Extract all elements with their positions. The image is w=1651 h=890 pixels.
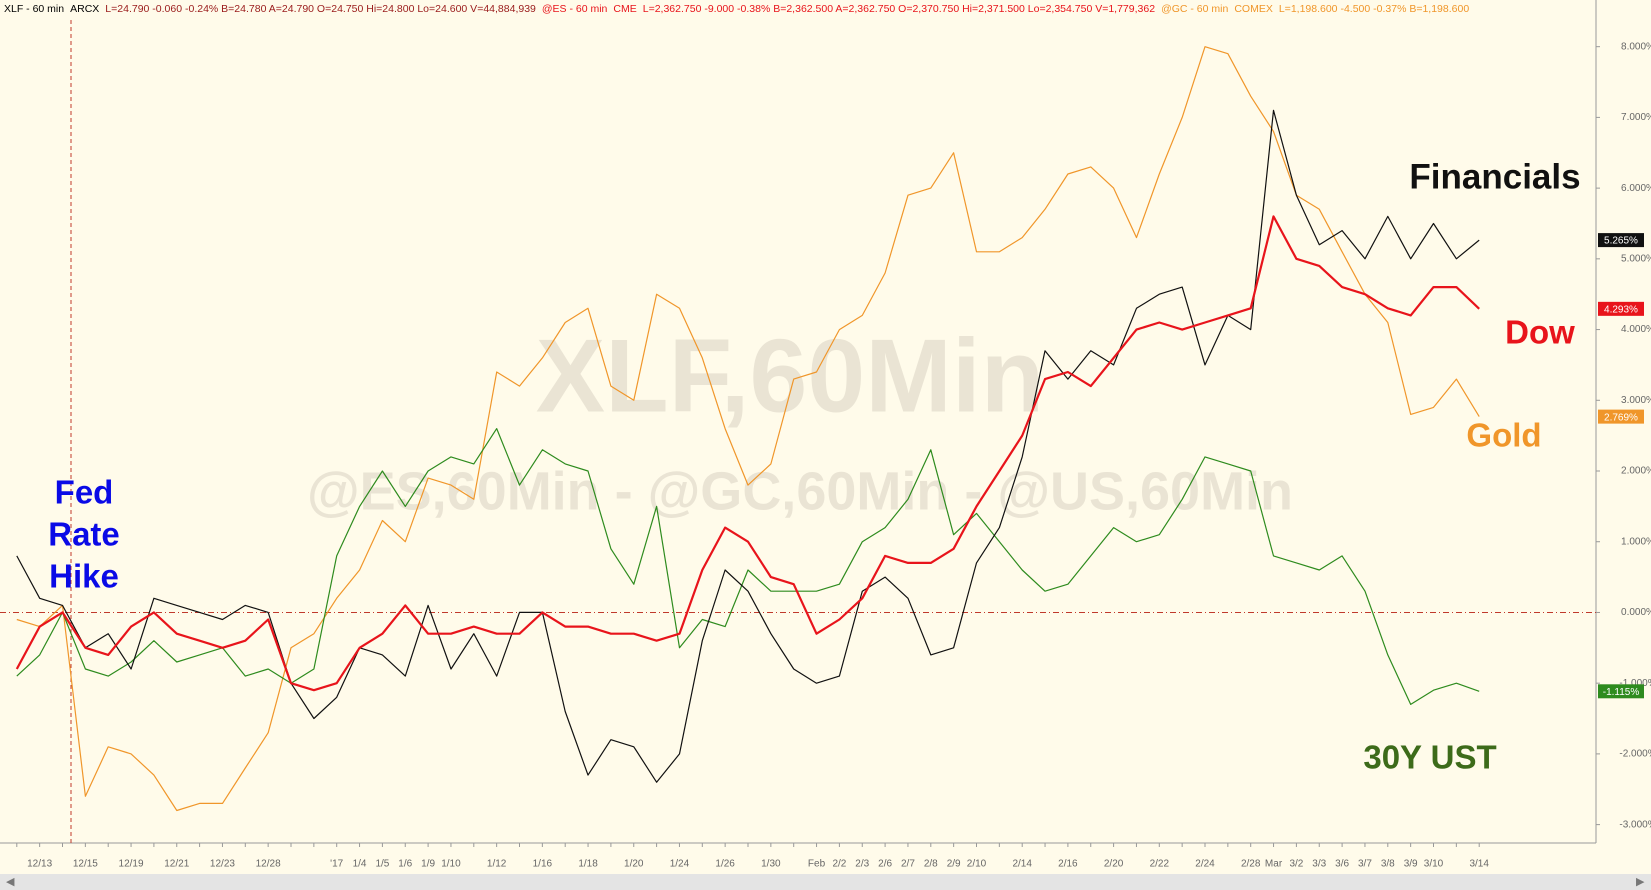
x-tick-label: 2/8 (924, 859, 938, 870)
y-tick-label: 1.000% (1621, 536, 1651, 547)
header-item: XLF - 60 min (4, 3, 64, 15)
header-item: @GC - 60 min (1161, 3, 1228, 15)
series-line (15, 215, 1480, 692)
x-tick-label: 1/30 (761, 859, 781, 870)
x-tick-label: 1/9 (421, 859, 435, 870)
series-label: 30Y UST (1363, 739, 1496, 776)
x-tick-label: 3/3 (1312, 859, 1326, 870)
x-tick-label: 12/15 (73, 859, 98, 870)
x-tick-label: 3/9 (1404, 859, 1418, 870)
x-tick-label: 2/6 (878, 859, 892, 870)
x-tick-label: 1/26 (715, 859, 735, 870)
y-tick-label: -1.000% (1619, 678, 1651, 689)
header-item: L=2,362.750 -9.000 -0.38% B=2,362.500 A=… (643, 3, 1155, 15)
x-tick-label: 2/2 (832, 859, 846, 870)
value-tag-label: -1.115% (1603, 687, 1640, 698)
value-tag-label: 5.265% (1604, 236, 1638, 247)
value-tag-label: 2.769% (1604, 412, 1638, 423)
y-tick-label: -3.000% (1619, 819, 1651, 830)
x-tick-label: 3/8 (1381, 859, 1395, 870)
value-tag (1598, 233, 1644, 248)
x-tick-label: 1/10 (441, 859, 461, 870)
series-label: Financials (1409, 157, 1580, 196)
annotation: Fed (55, 474, 114, 511)
x-tick-label: 3/2 (1289, 859, 1303, 870)
x-tick-label: 2/9 (947, 859, 961, 870)
x-tick-label: 2/24 (1195, 859, 1215, 870)
series-label: Dow (1505, 314, 1575, 351)
x-tick-label: 2/3 (855, 859, 869, 870)
header: XLF - 60 min ARCX L=24.790 -0.060 -0.24% B… (4, 3, 1469, 15)
watermarks: XLF,60Min @ES,60Min - @GC,60Min - @US,60M… (307, 318, 1293, 521)
x-tick-label: 3/7 (1358, 859, 1372, 870)
scroll-right[interactable]: ▶ (1636, 876, 1645, 888)
x-tick-label: Feb (808, 859, 826, 870)
value-tag (1598, 409, 1644, 424)
watermark: XLF,60Min (536, 318, 1045, 434)
x-tick-label: '17 (330, 859, 343, 870)
x-tick-label: 2/22 (1150, 859, 1170, 870)
x-tick-label: 2/16 (1058, 859, 1078, 870)
x-tick-label: 3/14 (1469, 859, 1489, 870)
x-tick-label: 1/12 (487, 859, 507, 870)
annotation: Rate (48, 516, 120, 553)
y-tick-label: 4.000% (1621, 324, 1651, 335)
x-tick-label: 12/23 (210, 859, 235, 870)
header-item: L=24.790 -0.060 -0.24% B=24.780 A=24.790… (105, 3, 536, 15)
x-tick-label: 1/24 (670, 859, 690, 870)
x-tick-label: 2/14 (1012, 859, 1032, 870)
x-tick-label: 3/10 (1424, 859, 1444, 870)
x-tick-label: 1/16 (533, 859, 553, 870)
value-tag-label: 4.293% (1604, 304, 1638, 315)
y-tick-label: 6.000% (1621, 183, 1651, 194)
series-line (16, 428, 1480, 705)
x-tick-label: 1/4 (353, 859, 367, 870)
x-tick-label: 12/21 (164, 859, 189, 870)
y-tick-label: -2.000% (1619, 749, 1651, 760)
header-item: L=1,198.600 -4.500 -0.37% B=1,198.600 (1279, 3, 1469, 15)
series-line (16, 46, 1480, 812)
header-item: @ES - 60 min (542, 3, 608, 15)
y-tick-label: 3.000% (1621, 395, 1651, 406)
x-tick-label: 1/5 (375, 859, 389, 870)
annotation: Hike (49, 558, 119, 595)
x-tick-label: 1/6 (398, 859, 412, 870)
value-tag (1598, 301, 1644, 316)
header-item: COMEX (1234, 3, 1273, 15)
x-tick-label: 1/20 (624, 859, 644, 870)
watermark: @ES,60Min - @GC,60Min - @US,60Min (307, 461, 1293, 521)
x-tick-label: 2/10 (967, 859, 987, 870)
header-item: CME (613, 3, 636, 15)
x-tick-label: 12/19 (119, 859, 144, 870)
scrollbar[interactable] (0, 874, 1651, 890)
scroll-left[interactable]: ◀ (6, 876, 15, 888)
x-tick-label: 1/18 (578, 859, 598, 870)
value-tag (1598, 684, 1644, 699)
header-item: ARCX (70, 3, 99, 15)
x-tick-label: 12/28 (256, 859, 281, 870)
series-label: Gold (1466, 417, 1541, 454)
x-tick-label: 2/28 (1241, 859, 1261, 870)
x-tick-label: Mar (1265, 859, 1283, 870)
y-tick-label: 0.000% (1621, 607, 1651, 618)
x-tick-label: 2/20 (1104, 859, 1124, 870)
y-tick-label: 5.000% (1621, 253, 1651, 264)
x-tick-label: 3/6 (1335, 859, 1349, 870)
y-tick-label: 7.000% (1621, 112, 1651, 123)
y-tick-label: 2.000% (1621, 466, 1651, 477)
x-tick-label: 12/13 (27, 859, 52, 870)
y-tick-label: 8.000% (1621, 41, 1651, 52)
x-tick-label: 2/7 (901, 859, 915, 870)
series-line (16, 109, 1480, 783)
